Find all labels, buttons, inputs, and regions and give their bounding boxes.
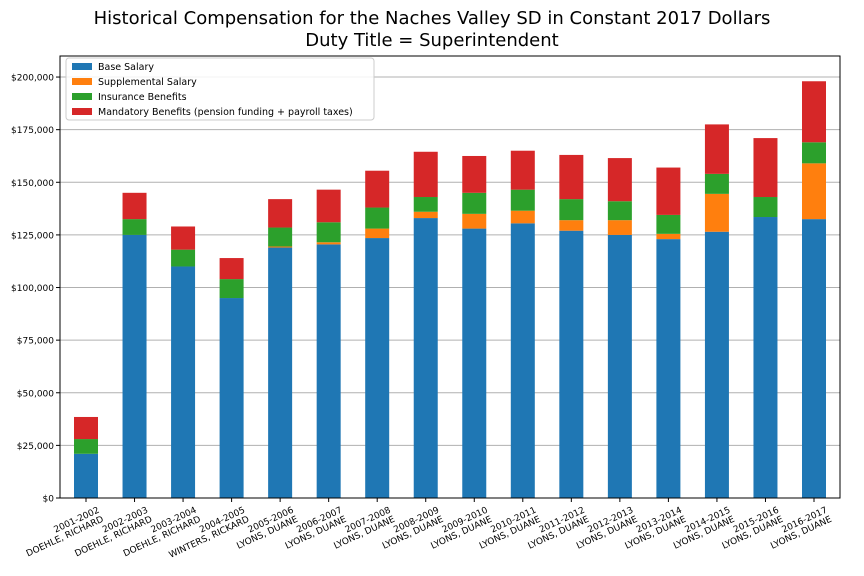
chart-title: Historical Compensation for the Naches V…	[93, 8, 771, 29]
bar-base-1	[122, 234, 147, 498]
bar-base-6	[365, 238, 390, 499]
bar-base-14	[753, 217, 778, 498]
bar-base-8	[462, 228, 487, 499]
bar-mandatory-7	[413, 151, 438, 198]
bar-base-5	[316, 244, 341, 498]
y-tick-label: $200,000	[11, 74, 54, 84]
y-tick-label: $175,000	[11, 126, 54, 136]
bar-mandatory-9	[510, 150, 535, 190]
y-tick-label: $25,000	[17, 442, 54, 452]
bar-base-3	[219, 298, 244, 498]
bar-insurance-15	[802, 142, 826, 164]
legend-swatch	[72, 93, 92, 100]
chart-subtitle: Duty Title = Superintendent	[305, 30, 559, 51]
bar-insurance-3	[219, 279, 244, 299]
bar-insurance-12	[656, 214, 681, 234]
bar-supplemental-15	[802, 163, 826, 220]
bar-base-15	[802, 219, 826, 498]
bar-mandatory-5	[316, 189, 341, 223]
bar-supplemental-11	[607, 220, 632, 235]
bar-supplemental-9	[510, 210, 535, 224]
bar-mandatory-3	[219, 258, 244, 280]
bar-insurance-0	[74, 439, 98, 454]
bar-base-7	[413, 218, 438, 499]
bar-mandatory-12	[656, 167, 681, 215]
y-tick-label: $0	[43, 495, 55, 505]
bar-supplemental-7	[413, 211, 438, 219]
bar-base-0	[74, 453, 98, 498]
bar-mandatory-6	[365, 170, 390, 208]
bar-supplemental-5	[316, 242, 341, 245]
bar-base-9	[510, 223, 535, 499]
bar-mandatory-10	[559, 154, 584, 200]
legend-box	[65, 57, 375, 121]
bar-insurance-2	[171, 249, 196, 267]
legend-swatch	[72, 78, 92, 85]
bar-supplemental-8	[462, 213, 487, 229]
legend-label: Insurance Benefits	[98, 92, 187, 103]
bar-insurance-8	[462, 192, 487, 214]
legend-label: Supplemental Salary	[98, 77, 197, 88]
bar-insurance-4	[268, 227, 293, 247]
legend-label: Base Salary	[98, 62, 154, 73]
plot-frame	[59, 55, 841, 499]
legend-swatch	[72, 108, 92, 115]
bar-insurance-9	[510, 189, 535, 211]
bar-insurance-11	[607, 201, 632, 221]
bar-supplemental-6	[365, 228, 390, 239]
bar-supplemental-12	[656, 233, 681, 240]
bar-base-2	[171, 266, 196, 498]
bar-insurance-1	[122, 219, 147, 235]
bar-base-10	[559, 230, 584, 498]
bar-insurance-13	[704, 173, 729, 194]
bar-mandatory-15	[802, 81, 826, 143]
bar-insurance-6	[365, 207, 390, 229]
bar-insurance-5	[316, 222, 341, 243]
bar-base-11	[607, 234, 632, 498]
bar-mandatory-1	[122, 192, 147, 220]
legend-swatch	[72, 63, 92, 70]
bar-mandatory-0	[74, 416, 98, 440]
y-tick-label: $150,000	[11, 179, 54, 189]
bar-base-4	[268, 247, 293, 498]
bar-insurance-10	[559, 199, 584, 221]
bar-mandatory-2	[171, 226, 196, 250]
bar-insurance-7	[413, 197, 438, 212]
y-tick-label: $125,000	[11, 231, 54, 241]
bar-mandatory-11	[607, 158, 632, 202]
bar-base-13	[704, 231, 729, 498]
bar-mandatory-13	[704, 124, 729, 174]
bar-supplemental-10	[559, 220, 584, 231]
y-tick-label: $50,000	[17, 389, 54, 399]
y-tick-label: $75,000	[17, 337, 54, 347]
bar-insurance-14	[753, 197, 778, 218]
bar-mandatory-14	[753, 138, 778, 198]
bar-base-12	[656, 239, 681, 498]
legend-label: Mandatory Benefits (pension funding + pa…	[98, 107, 353, 118]
y-tick-label: $100,000	[11, 284, 54, 294]
bar-supplemental-13	[704, 193, 729, 232]
bar-mandatory-4	[268, 199, 293, 228]
bar-supplemental-4	[268, 246, 293, 248]
bar-mandatory-8	[462, 155, 487, 193]
